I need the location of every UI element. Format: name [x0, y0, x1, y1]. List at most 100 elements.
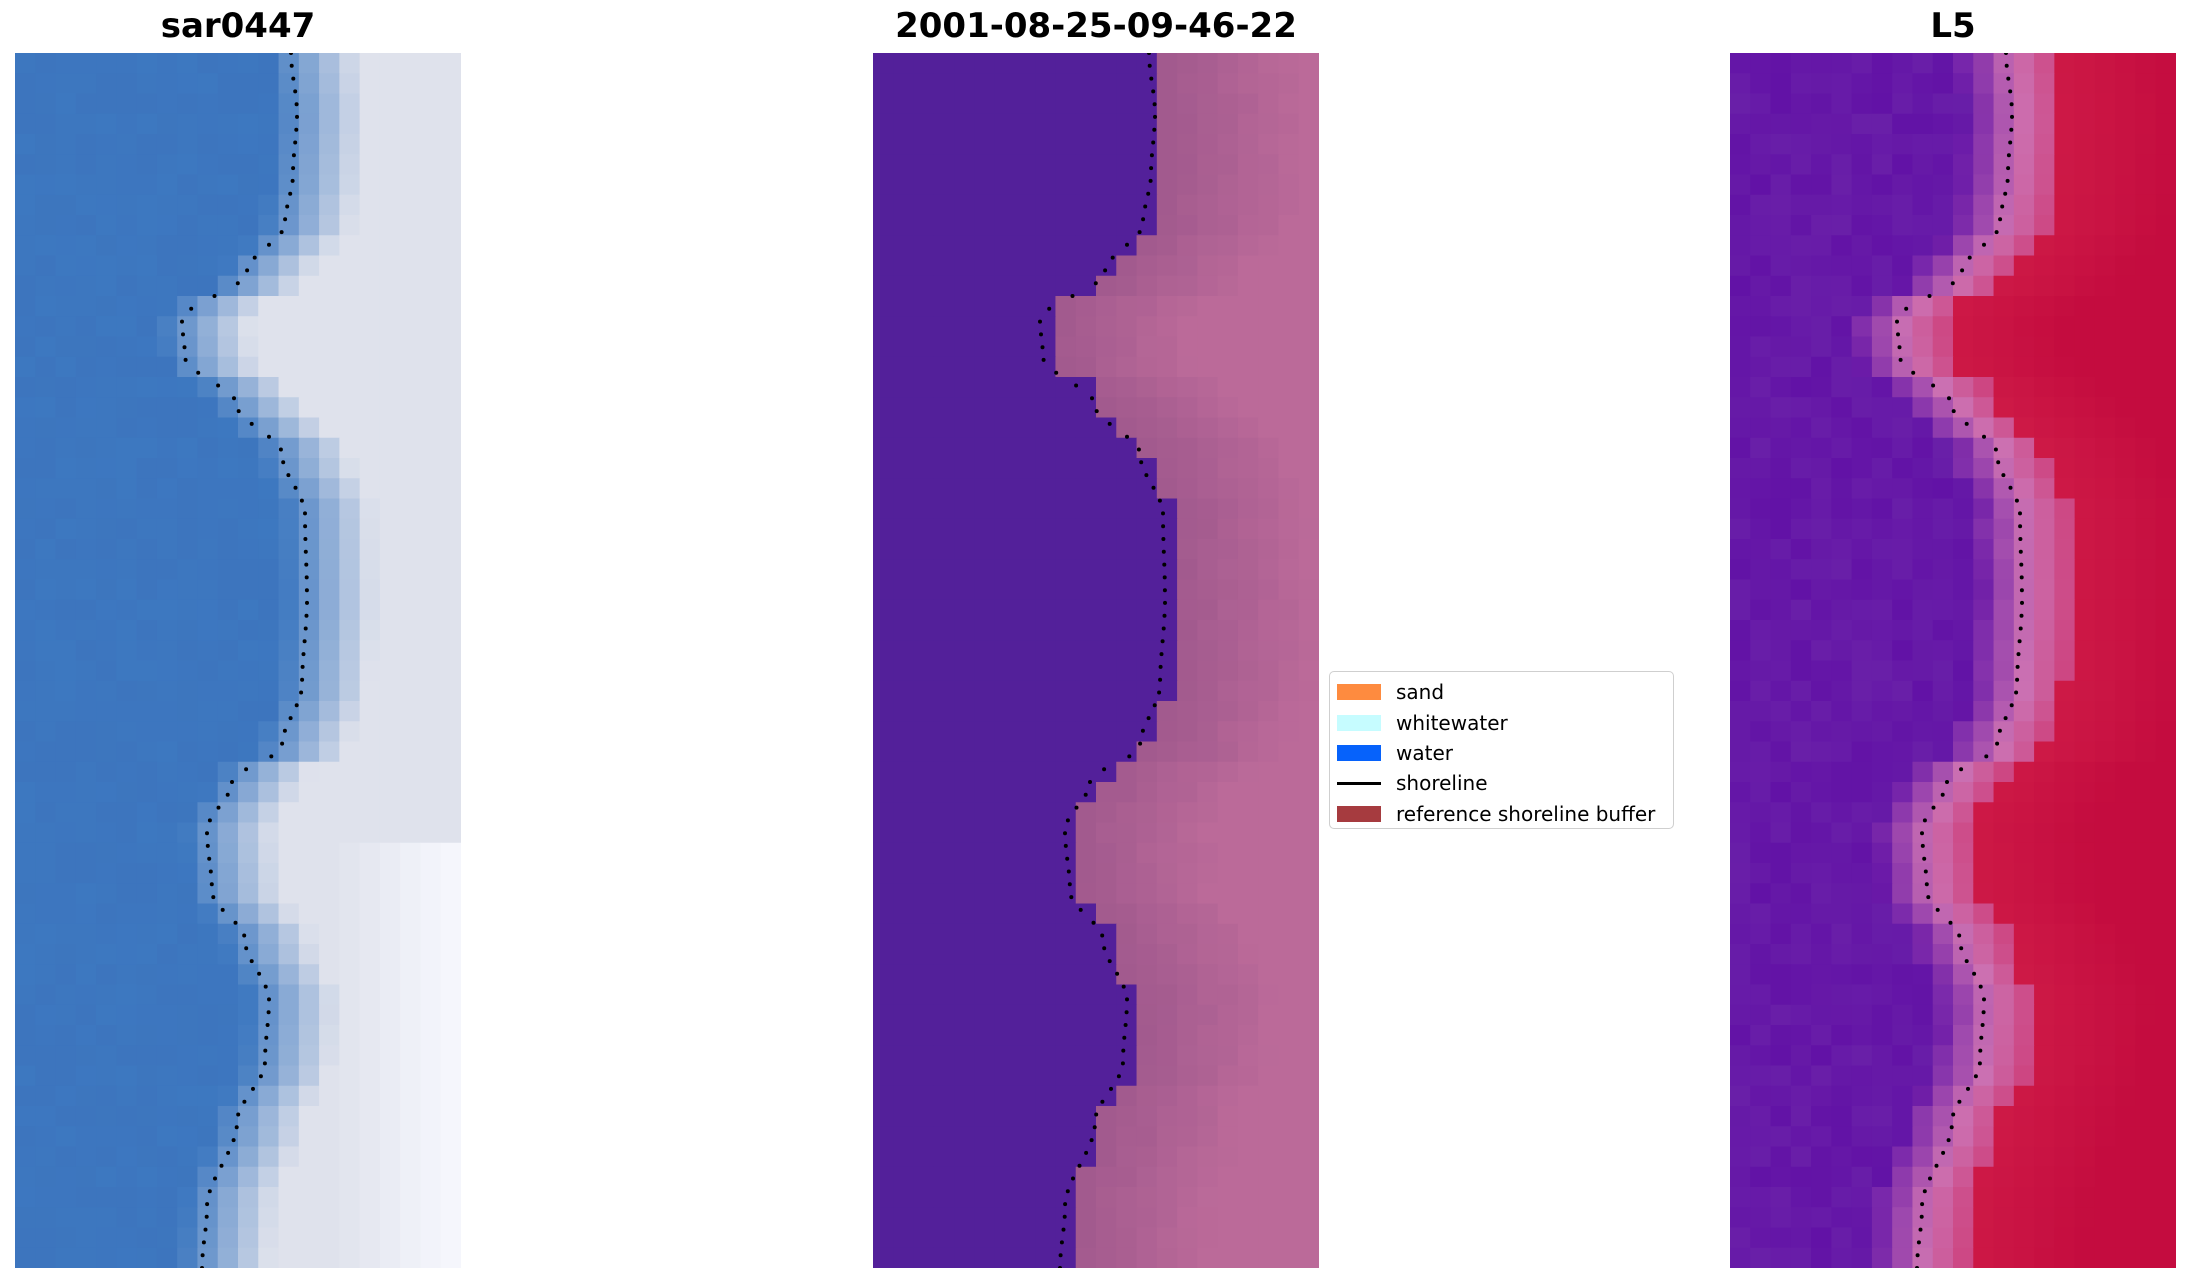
- rgb-pixel: [238, 701, 259, 722]
- rgb-pixel: [359, 964, 381, 986]
- class-pixel: [913, 275, 935, 297]
- index-pixel: [1953, 620, 1974, 641]
- index-pixel: [1750, 336, 1772, 358]
- index-pixel: [1953, 134, 1974, 155]
- class-pixel: [1075, 93, 1097, 115]
- index-pixel: [1973, 417, 1995, 439]
- class-pixel: [873, 640, 894, 662]
- rgb-pixel: [278, 1207, 300, 1229]
- rgb-pixel: [197, 802, 219, 824]
- rgb-pixel: [400, 640, 422, 662]
- class-pixel: [1156, 640, 1178, 662]
- rgb-pixel: [258, 863, 280, 884]
- class-pixel: [1116, 73, 1138, 95]
- index-pixel: [1851, 437, 1873, 459]
- class-pixel: [1075, 336, 1097, 358]
- rgb-pixel: [197, 680, 219, 702]
- index-pixel: [1750, 944, 1772, 965]
- rgb-pixel: [35, 458, 57, 479]
- rgb-pixel: [136, 174, 158, 196]
- class-pixel: [994, 1045, 1016, 1067]
- rgb-pixel: [238, 1065, 259, 1087]
- class-pixel: [933, 113, 955, 135]
- class-pixel: [994, 842, 1016, 864]
- rgb-pixel: [75, 721, 97, 743]
- class-pixel: [873, 296, 894, 317]
- rgb-pixel: [339, 498, 361, 520]
- class-pixel: [1278, 154, 1300, 176]
- class-pixel: [873, 1004, 894, 1026]
- index-pixel: [2115, 1045, 2137, 1067]
- index-pixel: [2135, 721, 2157, 743]
- rgb-pixel: [319, 579, 340, 601]
- rgb-pixel: [278, 903, 300, 925]
- rgb-pixel: [400, 1106, 422, 1127]
- rgb-pixel: [156, 842, 178, 864]
- index-pixel: [1730, 174, 1751, 196]
- class-pixel: [1217, 944, 1239, 965]
- shoreline-dot: [233, 920, 238, 925]
- class-pixel: [933, 701, 955, 722]
- index-pixel: [1932, 1065, 1954, 1087]
- index-pixel: [2034, 377, 2055, 398]
- class-pixel: [933, 539, 955, 560]
- shoreline-dot: [2019, 588, 2024, 593]
- rgb-pixel: [136, 1166, 158, 1188]
- class-pixel: [1177, 620, 1198, 641]
- index-pixel: [1953, 356, 1974, 378]
- class-pixel: [913, 761, 935, 783]
- class-pixel: [1258, 599, 1280, 621]
- class-pixel: [1116, 539, 1138, 560]
- class-pixel: [1278, 599, 1300, 621]
- rgb-pixel: [298, 620, 320, 641]
- index-pixel: [1750, 1045, 1772, 1067]
- rgb-pixel: [379, 782, 401, 803]
- class-pixel: [1156, 1146, 1178, 1168]
- shoreline-dot: [1981, 1010, 1986, 1015]
- class-pixel: [1096, 660, 1117, 682]
- index-pixel: [2054, 559, 2076, 581]
- rgb-pixel: [197, 863, 219, 884]
- class-pixel: [1096, 640, 1117, 662]
- class-pixel: [1096, 1166, 1117, 1188]
- index-pixel: [1932, 397, 1954, 419]
- class-pixel: [994, 73, 1016, 95]
- rgb-pixel: [420, 822, 442, 844]
- rgb-pixel: [217, 559, 239, 581]
- rgb-pixel: [238, 579, 259, 601]
- index-pixel: [2135, 1247, 2157, 1268]
- index-pixel: [1851, 73, 1873, 95]
- class-pixel: [1055, 559, 1077, 581]
- rgb-pixel: [238, 1106, 259, 1127]
- index-pixel: [2034, 863, 2055, 884]
- shoreline-dot: [1964, 421, 1969, 426]
- shoreline-dot: [203, 1227, 208, 1232]
- rgb-pixel: [217, 1106, 239, 1127]
- class-pixel: [1136, 437, 1158, 459]
- rgb-pixel: [156, 1025, 178, 1046]
- index-pixel: [1750, 620, 1772, 641]
- index-pixel: [1912, 215, 1934, 236]
- rgb-pixel: [217, 984, 239, 1006]
- rgb-pixel: [400, 113, 422, 135]
- class-pixel: [1136, 1085, 1158, 1107]
- rgb-pixel: [156, 113, 178, 135]
- class-pixel: [954, 923, 975, 945]
- class-pixel: [913, 154, 935, 176]
- rgb-pixel: [156, 518, 178, 540]
- rgb-pixel: [379, 1085, 401, 1107]
- index-pixel: [2074, 1227, 2096, 1249]
- class-pixel: [893, 741, 915, 763]
- rgb-pixel: [298, 1085, 320, 1107]
- rgb-pixel: [55, 721, 77, 743]
- rgb-pixel: [156, 1227, 178, 1249]
- class-pixel: [1177, 53, 1198, 74]
- index-pixel: [1831, 680, 1853, 702]
- class-pixel: [954, 235, 975, 257]
- index-pixel: [1811, 316, 1832, 338]
- shoreline-dot: [244, 946, 249, 951]
- class-pixel: [1258, 1247, 1280, 1268]
- class-pixel: [893, 1166, 915, 1188]
- index-pixel: [2074, 620, 2096, 641]
- index-pixel: [1790, 1106, 1812, 1127]
